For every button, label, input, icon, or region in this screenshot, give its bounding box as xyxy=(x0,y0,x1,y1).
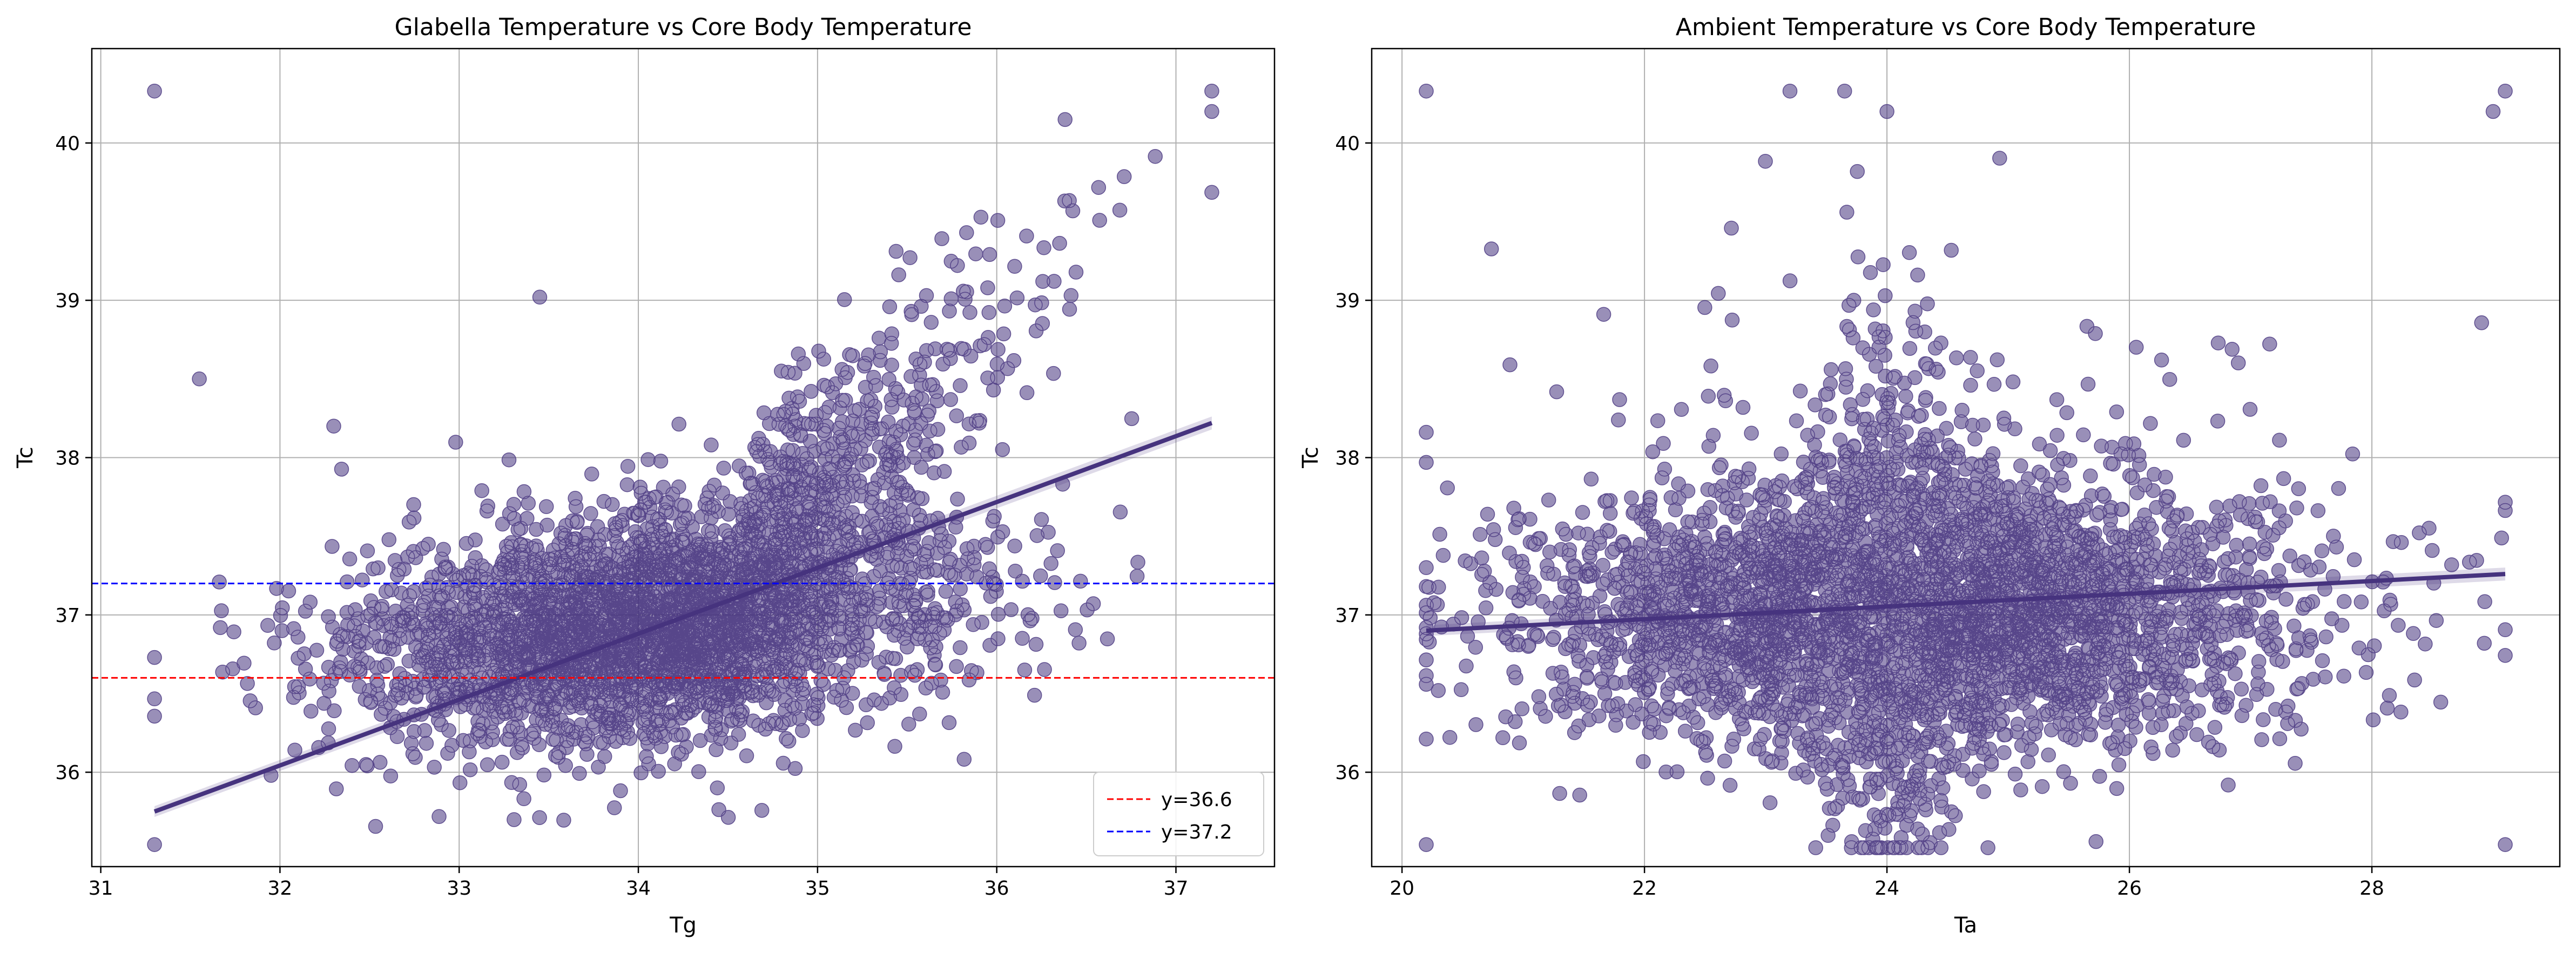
grid xyxy=(92,49,1274,867)
legend-box xyxy=(1093,772,1264,856)
y-tick-label: 38 xyxy=(1335,448,1360,470)
regression-line xyxy=(153,421,1213,814)
x-tick-label: 37 xyxy=(1164,877,1189,900)
y-tick-label: 39 xyxy=(1335,290,1360,312)
y-ticks: 36 37 38 39 40 xyxy=(55,133,92,784)
x-tick-label: 26 xyxy=(2117,877,2142,900)
y-tick-label: 36 xyxy=(1335,762,1360,784)
x-tick-label: 32 xyxy=(268,877,293,900)
x-tick-label: 36 xyxy=(984,877,1009,900)
x-tick-label: 22 xyxy=(1632,877,1657,900)
y-axis-label: Tc xyxy=(13,447,38,469)
x-tick-label: 20 xyxy=(1390,877,1414,900)
x-tick-label: 35 xyxy=(805,877,830,900)
y-tick-label: 40 xyxy=(1335,133,1360,155)
x-tick-label: 34 xyxy=(626,877,651,900)
y-axis-label: Tc xyxy=(1298,447,1323,469)
x-tick-label: 31 xyxy=(89,877,113,900)
x-tick-label: 33 xyxy=(447,877,471,900)
legend: y=36.6 y=37.2 xyxy=(1093,772,1264,856)
regression-line xyxy=(1426,572,2506,633)
chart-ambient: 20 22 24 26 28 36 37 38 39 40 Ambient Temperatur… xyxy=(1298,13,2561,938)
y-tick-label: 40 xyxy=(55,133,80,155)
y-tick-label: 37 xyxy=(55,605,80,627)
scatter-points xyxy=(1419,83,2513,855)
overlay-lines xyxy=(92,416,1274,817)
scatter-point-cloud xyxy=(147,83,1219,852)
x-ticks: 31 32 33 34 35 36 37 xyxy=(89,867,1189,900)
y-tick-label: 36 xyxy=(55,762,80,784)
x-axis-label: Tg xyxy=(669,913,697,938)
chart-glabella: 31 32 33 34 35 36 37 36 37 38 39 40 Glabella Tempe… xyxy=(13,13,1276,938)
chart-title: Glabella Temperature vs Core Body Temper… xyxy=(395,13,972,41)
chart-title: Ambient Temperature vs Core Body Tempera… xyxy=(1676,13,2256,41)
x-tick-label: 24 xyxy=(1874,877,1899,900)
x-ticks: 20 22 24 26 28 xyxy=(1390,867,2384,900)
scatter-point-cloud xyxy=(1419,83,2513,855)
y-tick-label: 39 xyxy=(55,290,80,312)
legend-label-blue: y=37.2 xyxy=(1161,821,1232,843)
scatter-points xyxy=(147,83,1219,852)
x-tick-label: 28 xyxy=(2359,877,2384,900)
overlay-lines xyxy=(1426,567,2506,636)
y-tick-label: 37 xyxy=(1335,605,1360,627)
legend-label-red: y=36.6 xyxy=(1161,789,1232,811)
x-axis-label: Ta xyxy=(1954,913,1977,938)
y-ticks: 36 37 38 39 40 xyxy=(1335,133,1372,784)
y-tick-label: 38 xyxy=(55,448,80,470)
